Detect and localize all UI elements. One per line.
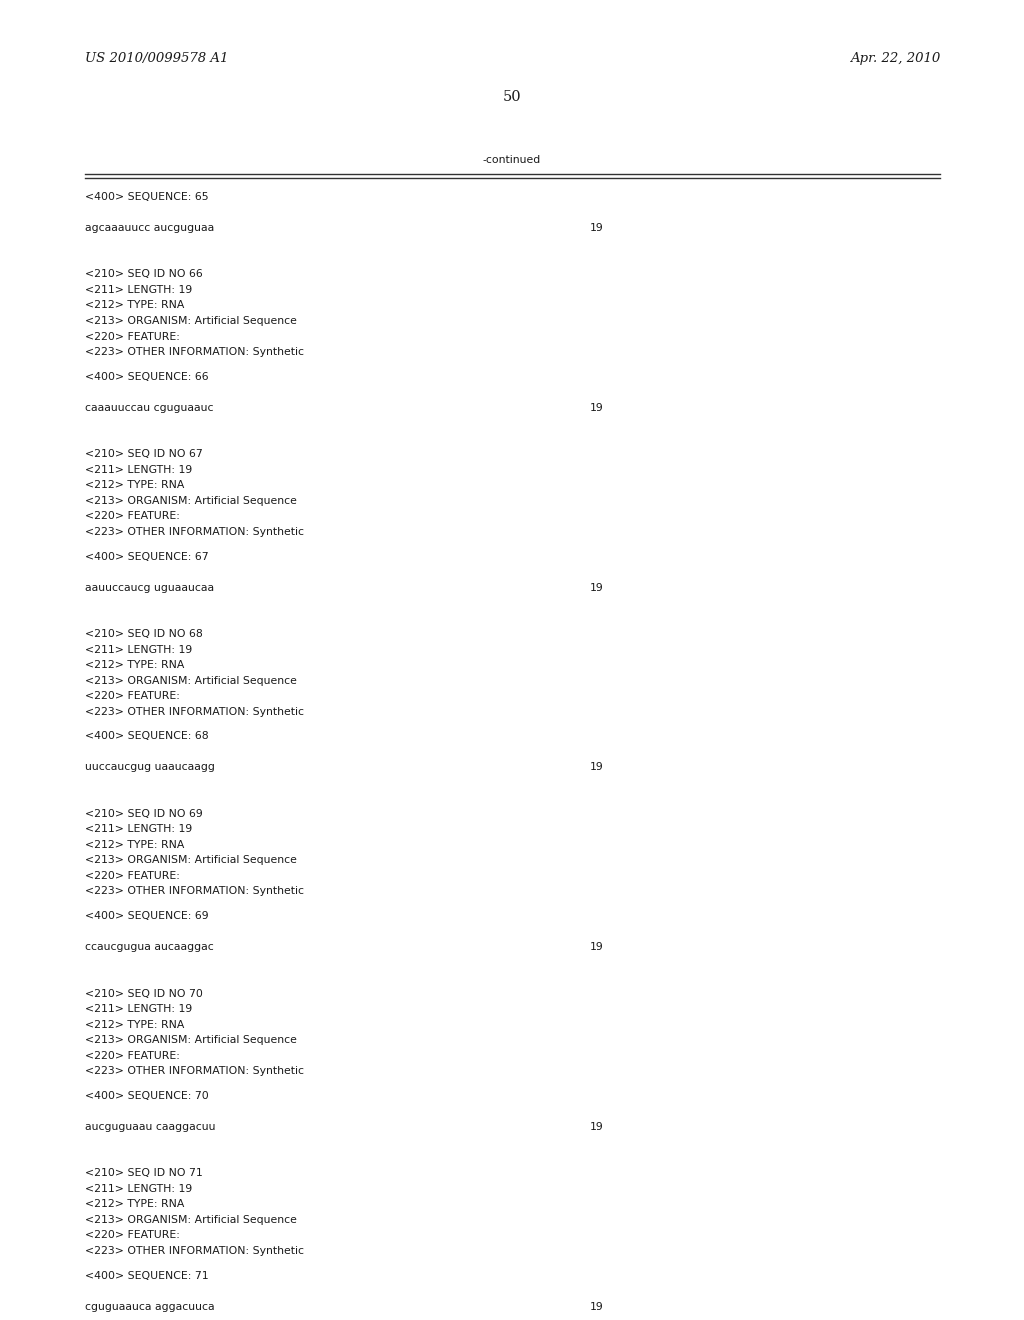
Text: <212> TYPE: RNA: <212> TYPE: RNA [85, 1200, 184, 1209]
Text: <211> LENGTH: 19: <211> LENGTH: 19 [85, 1005, 193, 1014]
Text: 19: 19 [590, 223, 604, 234]
Text: <212> TYPE: RNA: <212> TYPE: RNA [85, 660, 184, 671]
Text: <400> SEQUENCE: 67: <400> SEQUENCE: 67 [85, 552, 209, 561]
Text: <213> ORGANISM: Artificial Sequence: <213> ORGANISM: Artificial Sequence [85, 496, 297, 506]
Text: <212> TYPE: RNA: <212> TYPE: RNA [85, 301, 184, 310]
Text: agcaaauucc aucguguaa: agcaaauucc aucguguaa [85, 223, 214, 234]
Text: <400> SEQUENCE: 70: <400> SEQUENCE: 70 [85, 1092, 209, 1101]
Text: <220> FEATURE:: <220> FEATURE: [85, 511, 180, 521]
Text: aucguguaau caaggacuu: aucguguaau caaggacuu [85, 1122, 215, 1133]
Text: 19: 19 [590, 942, 604, 952]
Text: <212> TYPE: RNA: <212> TYPE: RNA [85, 480, 184, 490]
Text: <210> SEQ ID NO 67: <210> SEQ ID NO 67 [85, 449, 203, 459]
Text: <212> TYPE: RNA: <212> TYPE: RNA [85, 840, 184, 850]
Text: <213> ORGANISM: Artificial Sequence: <213> ORGANISM: Artificial Sequence [85, 1035, 297, 1045]
Text: <211> LENGTH: 19: <211> LENGTH: 19 [85, 1184, 193, 1195]
Text: aauuccaucg uguaaucaa: aauuccaucg uguaaucaa [85, 582, 214, 593]
Text: 19: 19 [590, 582, 604, 593]
Text: 19: 19 [590, 403, 604, 413]
Text: ccaucgugua aucaaggac: ccaucgugua aucaaggac [85, 942, 214, 952]
Text: <210> SEQ ID NO 68: <210> SEQ ID NO 68 [85, 630, 203, 639]
Text: <400> SEQUENCE: 71: <400> SEQUENCE: 71 [85, 1271, 209, 1280]
Text: <210> SEQ ID NO 70: <210> SEQ ID NO 70 [85, 989, 203, 999]
Text: <223> OTHER INFORMATION: Synthetic: <223> OTHER INFORMATION: Synthetic [85, 527, 304, 537]
Text: <210> SEQ ID NO 66: <210> SEQ ID NO 66 [85, 269, 203, 280]
Text: Apr. 22, 2010: Apr. 22, 2010 [850, 51, 940, 65]
Text: <211> LENGTH: 19: <211> LENGTH: 19 [85, 644, 193, 655]
Text: <220> FEATURE:: <220> FEATURE: [85, 871, 180, 880]
Text: <223> OTHER INFORMATION: Synthetic: <223> OTHER INFORMATION: Synthetic [85, 887, 304, 896]
Text: cguguaauca aggacuuca: cguguaauca aggacuuca [85, 1302, 215, 1312]
Text: <213> ORGANISM: Artificial Sequence: <213> ORGANISM: Artificial Sequence [85, 676, 297, 685]
Text: 19: 19 [590, 763, 604, 772]
Text: <213> ORGANISM: Artificial Sequence: <213> ORGANISM: Artificial Sequence [85, 315, 297, 326]
Text: <223> OTHER INFORMATION: Synthetic: <223> OTHER INFORMATION: Synthetic [85, 1246, 304, 1257]
Text: 50: 50 [503, 90, 521, 104]
Text: <212> TYPE: RNA: <212> TYPE: RNA [85, 1019, 184, 1030]
Text: <210> SEQ ID NO 69: <210> SEQ ID NO 69 [85, 809, 203, 818]
Text: <213> ORGANISM: Artificial Sequence: <213> ORGANISM: Artificial Sequence [85, 855, 297, 866]
Text: <211> LENGTH: 19: <211> LENGTH: 19 [85, 465, 193, 475]
Text: <220> FEATURE:: <220> FEATURE: [85, 1230, 180, 1241]
Text: caaauuccau cguguaauc: caaauuccau cguguaauc [85, 403, 213, 413]
Text: <400> SEQUENCE: 68: <400> SEQUENCE: 68 [85, 731, 209, 742]
Text: 19: 19 [590, 1122, 604, 1133]
Text: <223> OTHER INFORMATION: Synthetic: <223> OTHER INFORMATION: Synthetic [85, 347, 304, 356]
Text: <223> OTHER INFORMATION: Synthetic: <223> OTHER INFORMATION: Synthetic [85, 706, 304, 717]
Text: uuccaucgug uaaucaagg: uuccaucgug uaaucaagg [85, 763, 215, 772]
Text: <211> LENGTH: 19: <211> LENGTH: 19 [85, 285, 193, 294]
Text: <220> FEATURE:: <220> FEATURE: [85, 1051, 180, 1061]
Text: <220> FEATURE:: <220> FEATURE: [85, 692, 180, 701]
Text: <213> ORGANISM: Artificial Sequence: <213> ORGANISM: Artificial Sequence [85, 1214, 297, 1225]
Text: <223> OTHER INFORMATION: Synthetic: <223> OTHER INFORMATION: Synthetic [85, 1067, 304, 1076]
Text: <220> FEATURE:: <220> FEATURE: [85, 331, 180, 342]
Text: <400> SEQUENCE: 66: <400> SEQUENCE: 66 [85, 372, 209, 381]
Text: <211> LENGTH: 19: <211> LENGTH: 19 [85, 825, 193, 834]
Text: US 2010/0099578 A1: US 2010/0099578 A1 [85, 51, 228, 65]
Text: <400> SEQUENCE: 65: <400> SEQUENCE: 65 [85, 191, 209, 202]
Text: <210> SEQ ID NO 71: <210> SEQ ID NO 71 [85, 1168, 203, 1179]
Text: 19: 19 [590, 1302, 604, 1312]
Text: <400> SEQUENCE: 69: <400> SEQUENCE: 69 [85, 911, 209, 921]
Text: -continued: -continued [483, 154, 541, 165]
